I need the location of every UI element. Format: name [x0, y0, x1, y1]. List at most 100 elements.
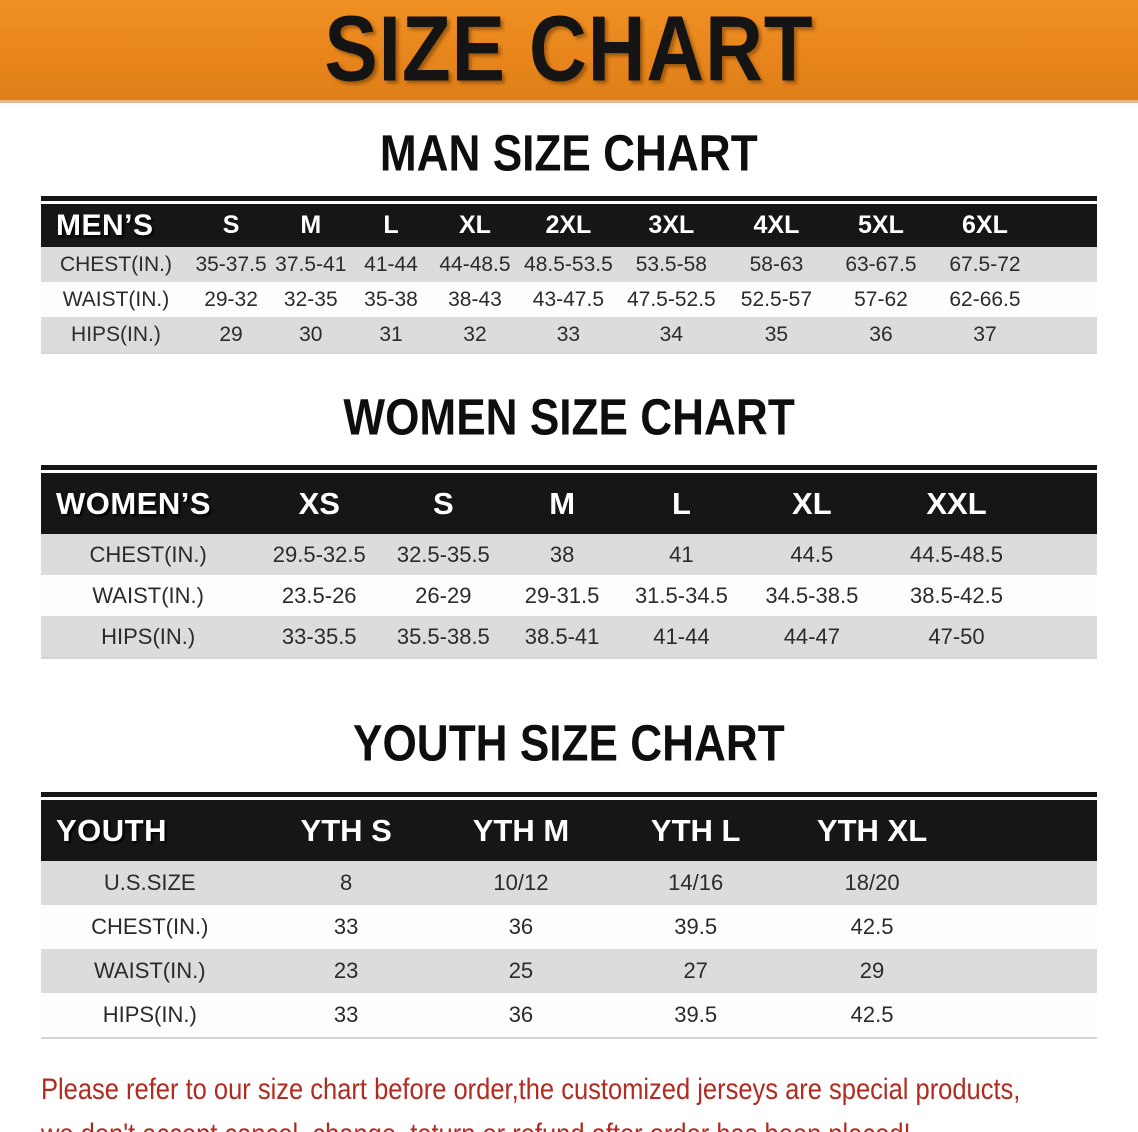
header-row: YOUTH YTH S YTH M YTH L YTH XL: [41, 800, 1097, 861]
men-size-table-wrap: MEN’S S M L XL 2XL 3XL 4XL 5XL 6XL CHEST(IN.) 35-37…: [41, 196, 1097, 354]
spacer-cell: [1031, 473, 1097, 534]
header-row: WOMEN’S XS S M L XL XXL: [41, 473, 1097, 534]
size-value: 42.5: [850, 1002, 894, 1027]
size-column-header: 3XL: [618, 204, 725, 247]
size-column-header: S: [383, 473, 504, 534]
size-value: 31: [379, 322, 403, 346]
size-column-header: YTH S: [258, 800, 434, 861]
size-value: 29-31.5: [524, 582, 600, 608]
size-value: 35-37.5: [195, 252, 267, 276]
spacer-cell: [961, 905, 1097, 949]
youth-section-heading: YOUTH SIZE CHART: [0, 659, 1138, 792]
size-column-header: M: [503, 473, 621, 534]
measurement-row: WAIST(IN.) 29-32 32-35 35-38 38-43 43-47.5 47.…: [41, 282, 1097, 317]
size-value: 38-43: [448, 287, 502, 311]
men-section-heading: MAN SIZE CHART: [0, 103, 1138, 196]
size-value: 41-44: [653, 623, 710, 649]
size-column-header: S: [190, 204, 272, 247]
size-value: 29: [859, 958, 885, 983]
order-notice-line-2: we don't accept cancel, change, teturn o…: [41, 1118, 911, 1132]
size-value: 63-67.5: [845, 252, 917, 276]
size-value: 30: [299, 322, 323, 346]
size-value: 38.5-42.5: [910, 582, 1003, 608]
size-value: 32-35: [283, 287, 338, 311]
women-size-table: WOMEN’S XS S M L XL XXL CHEST(IN.) 29.5-32.5 32.5…: [41, 473, 1097, 657]
row-label: HIPS(IN.): [71, 322, 161, 346]
size-value: 33: [556, 322, 581, 346]
size-value: 39.5: [674, 914, 718, 939]
size-value: 29.5-32.5: [272, 541, 366, 567]
size-value: 39.5: [674, 1002, 718, 1027]
row-label: CHEST(IN.): [59, 252, 172, 276]
size-value: 33-35.5: [281, 623, 357, 649]
size-value: 25: [508, 958, 534, 983]
women-table-corner-label: WOMEN’S: [41, 473, 256, 534]
header-row: MEN’S S M L XL 2XL 3XL 4XL 5XL 6XL: [41, 204, 1097, 247]
men-size-section: MAN SIZE CHART MEN’S S M L XL 2XL 3XL 4XL 5XL 6XL…: [0, 103, 1138, 354]
size-column-header: 5XL: [828, 204, 934, 247]
row-label: CHEST(IN.): [89, 541, 207, 567]
size-column-header: XL: [742, 473, 882, 534]
spacer-cell: [1036, 204, 1097, 247]
size-value: 44.5-48.5: [910, 541, 1003, 567]
size-value: 52.5-57: [740, 287, 813, 311]
size-value: 48.5-53.5: [524, 252, 613, 276]
size-column-header: XXL: [881, 473, 1032, 534]
measurement-row: WAIST(IN.) 23.5-26 26-29 29-31.5 31.5-34.5 34…: [41, 575, 1097, 616]
row-label: HIPS(IN.): [101, 623, 196, 649]
spacer-cell: [1031, 616, 1097, 657]
size-value: 29-32: [204, 287, 258, 311]
youth-size-section: YOUTH SIZE CHART YOUTH YTH S YTH M YTH L YTH…: [0, 659, 1138, 1039]
size-column-header: YTH M: [433, 800, 609, 861]
size-column-header: YTH XL: [783, 800, 961, 861]
spacer-cell: [1031, 575, 1097, 616]
size-value: 44-48.5: [439, 252, 511, 276]
size-value: 47-50: [928, 623, 985, 649]
size-column-header: XL: [431, 204, 519, 247]
size-value: 67.5-72: [949, 252, 1021, 276]
size-value: 31.5-34.5: [634, 582, 728, 608]
size-value: 35.5-38.5: [396, 623, 490, 649]
size-value: 57-62: [854, 287, 908, 311]
size-column-header: L: [620, 473, 743, 534]
youth-size-table: YOUTH YTH S YTH M YTH L YTH XL U.S.SIZE 8 10/12…: [41, 800, 1097, 1037]
size-column-header: XS: [255, 473, 384, 534]
size-value: 36: [869, 322, 893, 346]
size-value: 44.5: [790, 541, 834, 567]
row-label: WAIST(IN.): [92, 582, 204, 608]
size-value: 58-63: [749, 252, 804, 276]
measurement-row: HIPS(IN.) 33-35.5 35.5-38.5 38.5-41 41-44 44-…: [41, 616, 1097, 657]
size-value: 33: [333, 914, 359, 939]
women-size-table-wrap: WOMEN’S XS S M L XL XXL CHEST(IN.) 29.5-32.5 32.5…: [41, 465, 1097, 659]
size-value: 36: [508, 1002, 534, 1027]
size-value: 38: [549, 541, 575, 567]
size-value: 53.5-58: [635, 252, 707, 276]
spacer-cell: [1037, 282, 1097, 317]
size-value: 32.5-35.5: [396, 541, 490, 567]
spacer-cell: [961, 949, 1097, 993]
size-value: 18/20: [844, 870, 900, 895]
spacer-cell: [1031, 534, 1097, 575]
size-value: 23: [333, 958, 359, 983]
size-value: 44-47: [783, 623, 840, 649]
size-column-header: 6XL: [933, 204, 1037, 247]
size-value: 34: [659, 322, 684, 346]
row-label: CHEST(IN.): [91, 914, 209, 939]
measurement-row: HIPS(IN.) 33 36 39.5 42.5: [41, 993, 1097, 1037]
measurement-row: HIPS(IN.) 29 30 31 32 33 34 35 36 37: [41, 317, 1097, 352]
spacer-cell: [960, 800, 1097, 861]
size-value: 37.5-41: [275, 252, 347, 276]
size-value: 33: [333, 1002, 359, 1027]
measurement-row: CHEST(IN.) 29.5-32.5 32.5-35.5 38 41 44.5 44.5…: [41, 534, 1097, 575]
size-value: 29: [219, 322, 243, 346]
size-value: 27: [683, 958, 708, 983]
row-label: HIPS(IN.): [102, 1002, 197, 1027]
size-value: 10/12: [493, 870, 549, 895]
men-size-table: MEN’S S M L XL 2XL 3XL 4XL 5XL 6XL CHEST(IN.) 35-37…: [41, 204, 1097, 352]
women-size-section: WOMEN SIZE CHART WOMEN’S XS S M L XL XXL CHEST(…: [0, 354, 1138, 659]
men-section-heading-text: MAN SIZE CHART: [380, 124, 758, 182]
spacer-cell: [961, 861, 1097, 905]
spacer-cell: [961, 993, 1097, 1037]
size-value: 47.5-52.5: [626, 287, 716, 311]
